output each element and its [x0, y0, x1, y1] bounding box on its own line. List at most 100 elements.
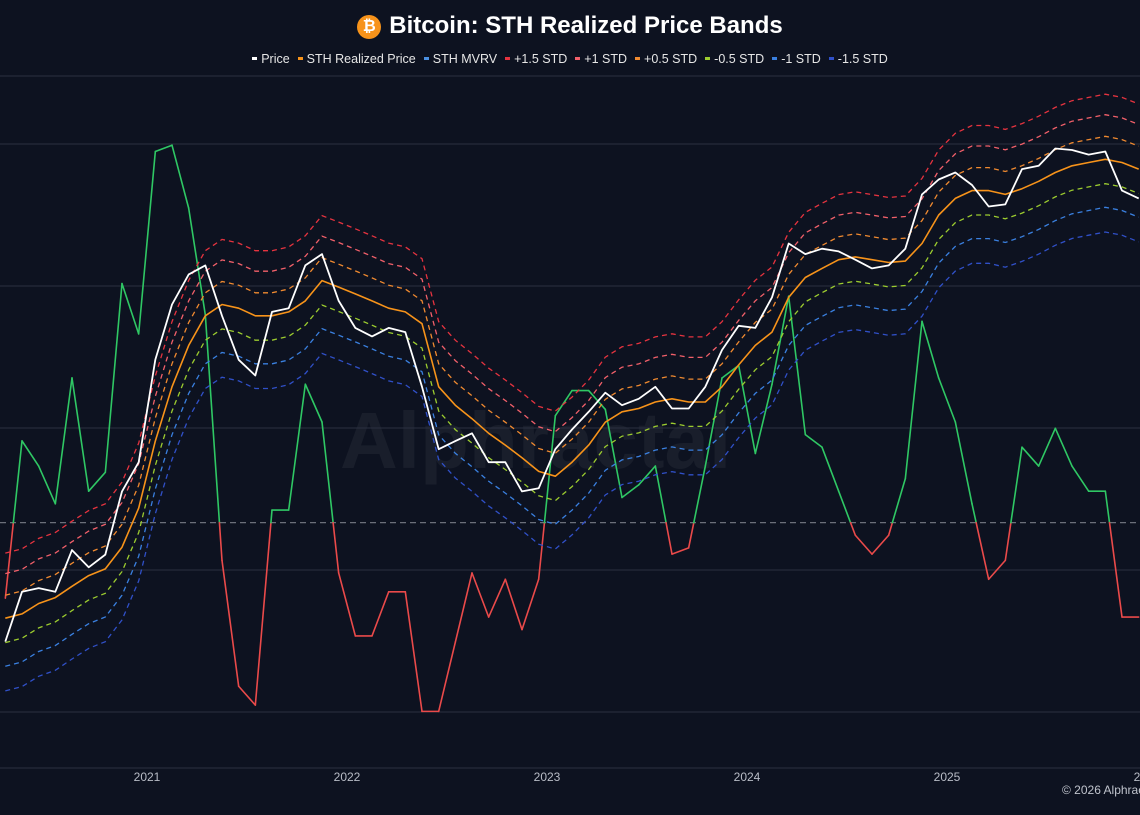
mvrv-segment — [204, 314, 221, 524]
mvrv-segment — [737, 364, 757, 455]
legend-item[interactable]: +0.5 STD — [635, 52, 697, 66]
mvrv-segment — [221, 559, 240, 688]
sth-realized-price-line — [5, 158, 1139, 619]
mvrv-segment — [871, 534, 890, 555]
x-tick-label: 2026 — [1134, 770, 1140, 784]
legend-label: +1.5 STD — [514, 52, 568, 66]
mvrv-segment — [521, 578, 540, 631]
mvrv-segment — [371, 591, 390, 637]
mvrv-segment — [12, 440, 23, 524]
mvrv-segment — [754, 383, 773, 455]
x-tick-label: 2023 — [534, 770, 561, 784]
legend-label: -0.5 STD — [714, 52, 765, 66]
mvrv-segment — [254, 521, 272, 706]
legend-swatch — [252, 57, 258, 60]
mvrv-segment — [1037, 427, 1057, 467]
mvrv-segment — [270, 509, 273, 524]
mvrv-segment — [1021, 446, 1040, 467]
mvrv-segment — [121, 282, 140, 335]
mvrv-segment — [1004, 521, 1012, 562]
legend-label: -1 STD — [781, 52, 821, 66]
mvrv-segment — [1108, 521, 1123, 618]
mvrv-segment — [404, 591, 423, 713]
mvrv-segment — [937, 377, 957, 423]
mvrv-segment — [954, 421, 973, 505]
mvrv-segment — [218, 521, 223, 562]
mvrv-segment — [921, 320, 940, 379]
mvrv-segment — [154, 144, 173, 153]
mvrv-segment — [332, 521, 340, 574]
legend-swatch — [505, 57, 511, 60]
mvrv-segment — [71, 377, 90, 493]
bitcoin-icon: ₿ — [357, 15, 382, 39]
mvrv-segment — [904, 320, 923, 480]
legend-swatch — [575, 57, 581, 60]
legend-item[interactable]: -1 STD — [772, 52, 821, 66]
legend-swatch — [635, 57, 641, 60]
band-line--0-5-STD — [5, 135, 1139, 596]
legend-swatch — [705, 57, 711, 60]
mvrv-segment — [637, 465, 657, 486]
mvrv-segment — [87, 471, 107, 493]
mvrv-segment — [287, 383, 307, 511]
mvrv-segment — [671, 547, 690, 555]
mvrv-segment — [187, 207, 207, 316]
mvrv-segment — [975, 521, 990, 581]
copyright: © 2026 Alphractal — [1062, 783, 1140, 797]
legend-item[interactable]: STH Realized Price — [297, 52, 416, 66]
legend-item[interactable]: -1.5 STD — [828, 52, 888, 66]
mvrv-segment — [1010, 446, 1023, 524]
mvrv-segment — [437, 641, 457, 713]
legend-label: STH MVRV — [432, 52, 498, 66]
mvrv-segment — [887, 521, 894, 537]
band-line--0-5-STD — [5, 183, 1139, 644]
legend-label: +0.5 STD — [644, 52, 698, 66]
mvrv-segment — [621, 484, 640, 499]
legend-swatch — [772, 57, 778, 60]
legend-item[interactable]: +1.5 STD — [505, 52, 567, 66]
legend-swatch — [828, 57, 834, 60]
legend: Price STH Realized Price STH MVRV +1.5 STD +… — [0, 52, 1140, 66]
mvrv-segment — [704, 377, 723, 467]
band-line--1-STD — [5, 114, 1139, 575]
legend-label: +1 STD — [584, 52, 628, 66]
legend-item[interactable]: STH MVRV — [423, 52, 498, 66]
mvrv-segment — [37, 465, 57, 505]
legend-item[interactable]: Price — [252, 52, 290, 66]
mvrv-segment — [849, 521, 857, 537]
mvrv-segment — [604, 408, 623, 499]
mvrv-segment — [787, 295, 807, 436]
mvrv-segment — [4, 521, 15, 599]
mvrv-segment — [804, 433, 823, 448]
mvrv-segment — [537, 521, 546, 581]
mvrv-segment — [454, 572, 473, 643]
mvrv-segment — [504, 578, 523, 631]
mvrv-segment — [543, 414, 557, 524]
mvrv-segment — [654, 465, 667, 524]
legend-swatch — [297, 57, 303, 60]
mvrv-segment — [837, 490, 852, 524]
mvrv-segment — [891, 477, 907, 524]
mvrv-segment — [104, 282, 123, 474]
chart-title: ₿ Bitcoin: STH Realized Price Bands — [0, 12, 1140, 40]
mvrv-segment — [137, 150, 157, 335]
mvrv-segment — [1071, 465, 1090, 493]
mvrv-segment — [337, 572, 357, 637]
mvrv-segment — [471, 572, 490, 618]
mvrv-segment — [237, 685, 257, 706]
legend-label: -1.5 STD — [837, 52, 888, 66]
legend-item[interactable]: +1 STD — [575, 52, 627, 66]
mvrv-segment — [554, 389, 573, 417]
mvrv-segment — [665, 521, 673, 555]
mvrv-segment — [21, 440, 40, 467]
band-line--1-5-STD — [5, 231, 1139, 692]
mvrv-segment — [487, 578, 507, 618]
watermark: Alphractal — [340, 396, 732, 485]
legend-label: STH Realized Price — [306, 52, 416, 66]
mvrv-segment — [587, 389, 607, 411]
chart-title-text: Bitcoin: STH Realized Price Bands — [389, 12, 783, 39]
legend-item[interactable]: -0.5 STD — [705, 52, 764, 66]
mvrv-segment — [321, 421, 334, 524]
x-tick-label: 2021 — [134, 770, 161, 784]
